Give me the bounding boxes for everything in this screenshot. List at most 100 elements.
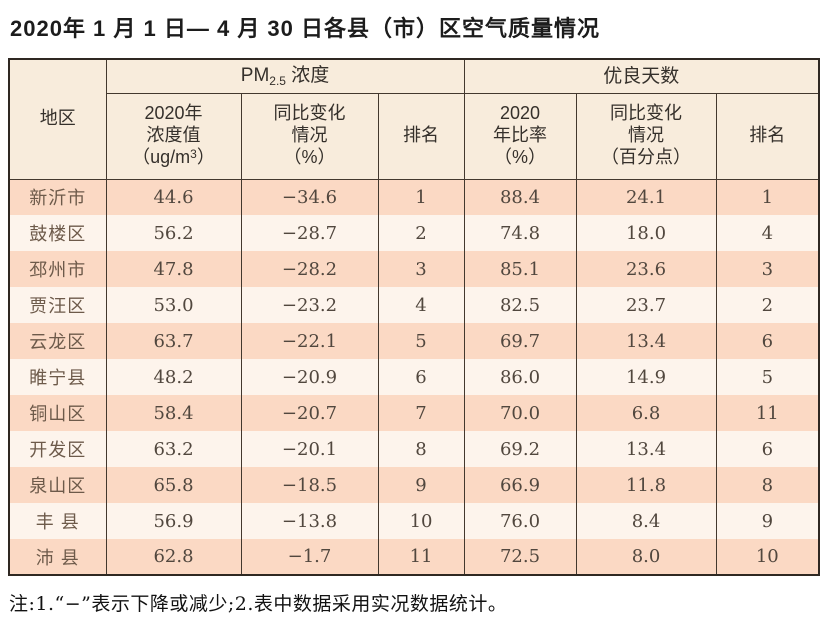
good-ratio-cell: 69.2 [463,431,577,467]
region-cell: 鼓楼区 [9,215,106,251]
pm-rank-cell: 2 [377,215,465,251]
good-rank-cell: 9 [715,503,820,539]
pm25-label: PM2.5 浓度 [240,64,330,88]
good-ratio-cell: 88.4 [463,179,577,215]
table-row: 开发区 63.2 −20.1 8 69.2 13.4 6 [9,431,820,467]
cubic-superscript: 3 [190,146,197,161]
col-group-good-days: 优良天数 [463,59,820,94]
pm-value-cell: 44.6 [105,179,241,215]
col-header-region: 地区 [9,59,106,180]
good-change-cell: 24.1 [575,179,717,215]
pm-change-cell: −20.7 [240,395,378,431]
good-change-cell: 14.9 [575,359,717,395]
table-row: 睢宁县 48.2 −20.9 6 86.0 14.9 5 [9,359,820,395]
table-header: 地区 PM2.5 浓度 优良天数 2020年 浓度值 （ug/m3） 同比变化 … [9,59,820,180]
good-rank-cell: 2 [715,287,820,323]
pm-change-cell: −1.7 [240,539,378,575]
good-ratio-cell: 85.1 [463,251,577,287]
pm-rank-cell: 5 [377,323,465,359]
pm-rank-cell: 9 [377,467,465,503]
good-change-cell: 6.8 [575,395,717,431]
pm-rank-cell: 8 [377,431,465,467]
table-row: 沛 县 62.8 −1.7 11 72.5 8.0 10 [9,539,820,575]
good-ratio-cell: 76.0 [463,503,577,539]
pm-rank-cell: 10 [377,503,465,539]
table-row: 铜山区 58.4 −20.7 7 70.0 6.8 11 [9,395,820,431]
pm-value-cell: 48.2 [105,359,241,395]
table-row: 贾汪区 53.0 −23.2 4 82.5 23.7 2 [9,287,820,323]
good-rank-cell: 11 [715,395,820,431]
good-ratio-cell: 74.8 [463,215,577,251]
pm-rank-cell: 1 [377,179,465,215]
pm-change-cell: −28.2 [240,251,378,287]
air-quality-table: 地区 PM2.5 浓度 优良天数 2020年 浓度值 （ug/m3） 同比变化 … [8,58,821,576]
pm25-subscript: 2.5 [269,73,286,88]
pm-value-cell: 62.8 [105,539,241,575]
page-title: 2020年 1 月 1 日— 4 月 30 日各县（市）区空气质量情况 [10,16,601,41]
pm-change-cell: −20.9 [240,359,378,395]
region-cell: 泉山区 [9,467,106,503]
region-cell: 铜山区 [9,395,106,431]
col-header-good-change: 同比变化 情况 （百分点） [575,93,717,180]
pm-rank-cell: 3 [377,251,465,287]
region-cell: 沛 县 [9,539,106,575]
table-row: 新沂市 44.6 −34.6 1 88.4 24.1 1 [9,179,820,215]
table-row: 邳州市 47.8 −28.2 3 85.1 23.6 3 [9,251,820,287]
good-change-cell: 11.8 [575,467,717,503]
table-row: 泉山区 65.8 −18.5 9 66.9 11.8 8 [9,467,820,503]
region-cell: 睢宁县 [9,359,106,395]
table-row: 鼓楼区 56.2 −28.7 2 74.8 18.0 4 [9,215,820,251]
good-change-cell: 13.4 [575,323,717,359]
pm-unit: （ug/m3） [132,146,215,167]
table-row: 丰 县 56.9 −13.8 10 76.0 8.4 9 [9,503,820,539]
pm-change-cell: −20.1 [240,431,378,467]
good-rank-cell: 1 [715,179,820,215]
pm-value-cell: 63.2 [105,431,241,467]
header-sub-row: 2020年 浓度值 （ug/m3） 同比变化 情况 （%） 排名 2020 年比… [9,93,820,180]
good-ratio-cell: 72.5 [463,539,577,575]
pm-value-cell: 58.4 [105,395,241,431]
col-header-pm-rank: 排名 [377,93,465,180]
region-cell: 云龙区 [9,323,106,359]
col-header-pm-value: 2020年 浓度值 （ug/m3） [105,93,241,180]
good-rank-cell: 5 [715,359,820,395]
pm-rank-cell: 6 [377,359,465,395]
table-body: 新沂市 44.6 −34.6 1 88.4 24.1 1 鼓楼区 56.2 −28.7 2 74.8 1… [9,179,820,575]
good-ratio-cell: 69.7 [463,323,577,359]
table-row: 云龙区 63.7 −22.1 5 69.7 13.4 6 [9,323,820,359]
pm-rank-cell: 7 [377,395,465,431]
pm-rank-cell: 11 [377,539,465,575]
good-change-cell: 8.4 [575,503,717,539]
good-change-cell: 8.0 [575,539,717,575]
pm-value-cell: 56.2 [105,215,241,251]
pm-value-cell: 65.8 [105,467,241,503]
region-cell: 新沂市 [9,179,106,215]
good-rank-cell: 10 [715,539,820,575]
pm-change-cell: −18.5 [240,467,378,503]
pm-change-cell: −13.8 [240,503,378,539]
good-ratio-cell: 66.9 [463,467,577,503]
col-header-pm-change: 同比变化 情况 （%） [240,93,378,180]
good-rank-cell: 8 [715,467,820,503]
good-rank-cell: 3 [715,251,820,287]
footnote: 注:1.“−”表示下降或减少;2.表中数据采用实况数据统计。 [9,593,508,615]
good-rank-cell: 6 [715,431,820,467]
good-rank-cell: 4 [715,215,820,251]
region-cell: 贾汪区 [9,287,106,323]
pm-value-cell: 53.0 [105,287,241,323]
pm-change-cell: −28.7 [240,215,378,251]
pm-value-cell: 56.9 [105,503,241,539]
pm-value-cell: 63.7 [105,323,241,359]
good-change-cell: 13.4 [575,431,717,467]
good-change-cell: 23.6 [575,251,717,287]
region-cell: 开发区 [9,431,106,467]
good-ratio-cell: 82.5 [463,287,577,323]
good-change-cell: 23.7 [575,287,717,323]
pm-rank-cell: 4 [377,287,465,323]
region-cell: 邳州市 [9,251,106,287]
good-ratio-cell: 70.0 [463,395,577,431]
col-header-good-rank: 排名 [715,93,820,180]
pm-change-cell: −23.2 [240,287,378,323]
col-group-pm25: PM2.5 浓度 [105,59,465,94]
col-header-good-ratio: 2020 年比率 （%） [463,93,577,180]
